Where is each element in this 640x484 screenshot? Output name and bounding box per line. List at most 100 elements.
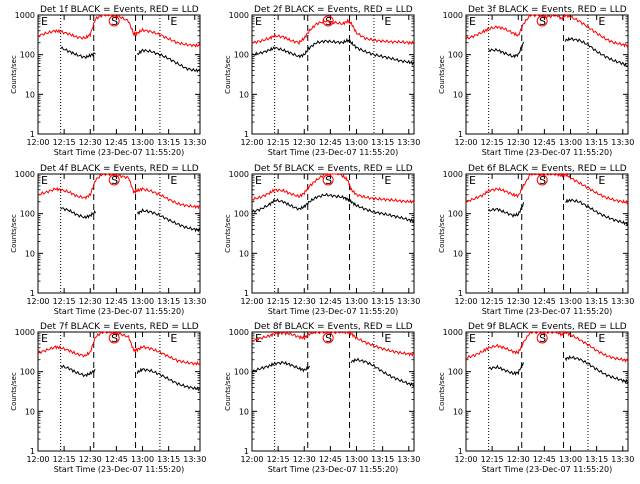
y-tick-label: 1: [458, 289, 463, 298]
panel-title: Det 9f BLACK = Events, RED = LLD: [468, 322, 627, 332]
x-axis-label: Start Time (23-Dec-07 11:55:20): [482, 465, 613, 474]
x-tick-label: 13:15: [585, 138, 608, 147]
x-tick-label: 12:30: [507, 455, 530, 464]
marker-circle: [108, 15, 120, 27]
series-line-lld: [465, 330, 629, 363]
x-tick-label: 13:30: [397, 138, 420, 147]
plot-frame: [465, 331, 629, 452]
x-tick-label: 13:15: [157, 455, 180, 464]
marker-circle: [108, 332, 120, 344]
series-line-events: [488, 355, 629, 384]
y-tick-label: 1: [30, 130, 35, 139]
x-axis-label: Start Time (23-Dec-07 11:55:20): [268, 465, 399, 474]
x-tick-label: 13:00: [131, 455, 154, 464]
marker-label-e: E: [170, 332, 177, 345]
marker-label-e: E: [41, 15, 48, 28]
x-tick-label: 13:15: [371, 297, 394, 306]
y-tick-label: 1: [244, 130, 249, 139]
y-tick-label: 10: [453, 90, 463, 99]
x-tick-label: 12:00: [240, 297, 263, 306]
y-axis-label: Counts/sec: [438, 214, 446, 253]
x-tick-label: 12:00: [454, 297, 477, 306]
series-line-events: [60, 46, 201, 73]
y-tick-label: 1000: [15, 170, 35, 179]
x-axis-label: Start Time (23-Dec-07 11:55:20): [54, 307, 185, 316]
x-tick-label: 12:15: [53, 138, 76, 147]
x-tick-label: 13:30: [397, 455, 420, 464]
x-tick-label: 12:00: [240, 138, 263, 147]
marker-circle: [536, 332, 548, 344]
x-tick-label: 13:00: [559, 138, 582, 147]
marker-label-s: S: [325, 332, 332, 345]
x-tick-label: 12:00: [454, 455, 477, 464]
marker-circle: [322, 174, 334, 186]
x-tick-label: 12:30: [79, 138, 102, 147]
y-axis-label: Counts/sec: [438, 372, 446, 411]
panel-6: Det 6f BLACK = Events, RED = LLD 1 10 100 10…: [438, 164, 634, 316]
y-tick-label: 100: [20, 368, 35, 377]
series-line-events: [60, 207, 201, 233]
marker-label-s: S: [111, 332, 118, 345]
series-line-events: [251, 357, 415, 387]
x-axis-label: Start Time (23-Dec-07 11:55:20): [54, 465, 185, 474]
y-tick-label: 1000: [229, 11, 249, 20]
plot-frame: [251, 173, 415, 294]
x-tick-label: 12:15: [53, 455, 76, 464]
marker-label-s: S: [111, 174, 118, 187]
panel-title: Det 2f BLACK = Events, RED = LLD: [254, 5, 413, 15]
marker-label-s: S: [539, 15, 546, 28]
plot-frame: [37, 14, 201, 135]
marker-label-e: E: [384, 174, 391, 187]
x-tick-label: 12:15: [267, 297, 290, 306]
series-line-lld: [37, 14, 201, 48]
x-tick-label: 12:15: [481, 138, 504, 147]
marker-label-e: E: [384, 15, 391, 28]
y-tick-label: 10: [239, 249, 249, 258]
y-axis-label: Counts/sec: [438, 55, 446, 94]
x-tick-label: 12:45: [533, 455, 556, 464]
x-tick-label: 12:30: [79, 455, 102, 464]
x-tick-label: 12:45: [319, 297, 342, 306]
x-tick-label: 12:15: [53, 297, 76, 306]
panel-1: Det 1f BLACK = Events, RED = LLD 1 10 100 10…: [10, 5, 206, 157]
x-tick-label: 13:15: [371, 138, 394, 147]
plot-frame: [37, 173, 201, 294]
y-tick-label: 100: [448, 368, 463, 377]
x-tick-label: 12:30: [293, 138, 316, 147]
marker-label-e: E: [255, 174, 262, 187]
panel-7: Det 7f BLACK = Events, RED = LLD 1 10 100 10…: [10, 322, 206, 474]
marker-label-e: E: [469, 332, 476, 345]
x-tick-label: 13:00: [559, 297, 582, 306]
y-tick-label: 100: [234, 210, 249, 219]
y-tick-label: 1000: [15, 11, 35, 20]
marker-label-e: E: [255, 15, 262, 28]
series-line-events: [251, 192, 415, 223]
y-tick-label: 1: [244, 447, 249, 456]
y-tick-label: 1000: [15, 328, 35, 337]
y-axis-label: Counts/sec: [224, 214, 232, 253]
marker-label-e: E: [41, 174, 48, 187]
marker-label-s: S: [111, 15, 118, 28]
x-tick-label: 13:00: [131, 138, 154, 147]
y-tick-label: 100: [448, 210, 463, 219]
x-tick-label: 12:15: [267, 455, 290, 464]
x-tick-label: 13:00: [131, 297, 154, 306]
x-axis-label: Start Time (23-Dec-07 11:55:20): [268, 148, 399, 157]
series-line-events: [60, 364, 201, 392]
y-tick-label: 10: [25, 249, 35, 258]
x-tick-label: 12:00: [26, 297, 49, 306]
x-tick-label: 13:30: [611, 138, 634, 147]
panel-title: Det 3f BLACK = Events, RED = LLD: [468, 5, 627, 15]
y-tick-label: 10: [453, 249, 463, 258]
y-tick-label: 1000: [229, 170, 249, 179]
y-tick-label: 1000: [443, 11, 463, 20]
x-tick-label: 13:15: [157, 297, 180, 306]
x-axis-label: Start Time (23-Dec-07 11:55:20): [482, 148, 613, 157]
panel-5: Det 5f BLACK = Events, RED = LLD 1 10 100 10…: [224, 164, 420, 316]
series-line-events: [488, 36, 629, 68]
series-line-lld: [465, 13, 629, 48]
panel-2: Det 2f BLACK = Events, RED = LLD 1 10 100 10…: [224, 5, 420, 157]
y-tick-label: 10: [25, 90, 35, 99]
x-tick-label: 12:30: [507, 297, 530, 306]
